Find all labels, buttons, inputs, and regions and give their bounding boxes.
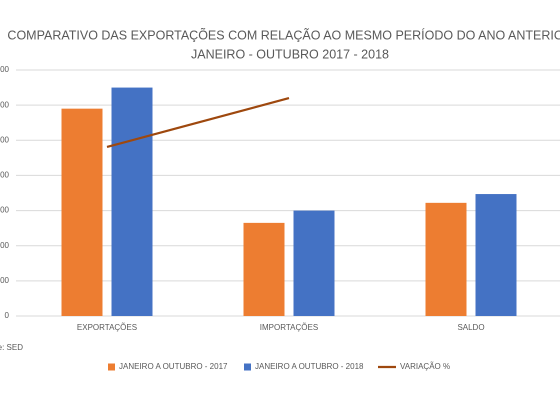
y-tick-label: 600 [0, 100, 10, 109]
y-tick-label: 0 [5, 311, 10, 320]
y-tick-label: 100 [0, 276, 10, 285]
bar [61, 108, 103, 317]
bar [243, 222, 285, 316]
chart-subtitle: JANEIRO - OUTUBRO 2017 - 2018 [191, 47, 389, 61]
legend-swatch [244, 363, 251, 371]
y-tick-label: 500 [0, 135, 10, 144]
bar [111, 87, 153, 316]
y-tick-label: 200 [0, 241, 10, 250]
y-tick-label: 700 [0, 65, 10, 74]
legend-label: JANEIRO A OUTUBRO - 2018 [255, 362, 364, 371]
chart-title: COMPARATIVO DAS EXPORTAÇÕES COM RELAÇÃO … [7, 27, 560, 42]
x-tick-label: SALDO [457, 323, 484, 332]
legend-label: JANEIRO A OUTUBRO - 2017 [119, 362, 228, 371]
legend-label: VARIAÇÃO % [400, 362, 450, 371]
bar [425, 202, 467, 316]
x-tick-label: EXPORTAÇÕES [77, 323, 137, 332]
y-tick-label: 400 [0, 171, 10, 180]
line-series [106, 97, 290, 149]
bar [293, 210, 335, 316]
legend-swatch [108, 363, 115, 371]
bar [475, 194, 517, 316]
y-tick-label: 300 [0, 206, 10, 215]
source-note: Fonte: SED [0, 343, 23, 352]
x-tick-label: IMPORTAÇÕES [260, 323, 318, 332]
